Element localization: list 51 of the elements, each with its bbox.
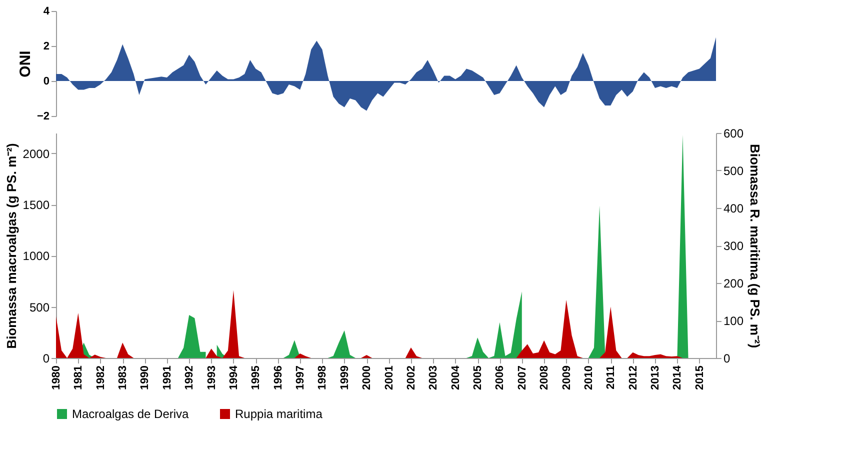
y2-tick-label: 400 xyxy=(724,202,744,216)
x-tick-label: 2015 xyxy=(694,366,706,390)
legend-label: Ruppia maritima xyxy=(235,407,323,421)
x-tick-label: 1980 xyxy=(50,366,62,390)
x-tick-label: 1991 xyxy=(161,366,174,390)
x-tick-label: 2005 xyxy=(472,366,484,390)
x-tick-label: 1998 xyxy=(316,366,329,390)
y2-tick-label: 500 xyxy=(724,164,744,178)
y-tick-label: 2 xyxy=(43,40,50,52)
y-tick-label: 0 xyxy=(43,76,50,88)
x-tick-label: 2009 xyxy=(560,366,573,390)
x-tick-label: 1983 xyxy=(117,366,130,390)
x-tick-label: 2014 xyxy=(672,364,684,390)
y-axis-title: Biomassa macroalgas (g PS. m⁻²) xyxy=(4,143,19,349)
x-tick-label: 2000 xyxy=(361,366,374,390)
y2-tick-label: 200 xyxy=(724,276,744,290)
x-tick-label: 1981 xyxy=(72,366,85,390)
x-tick-label: 2013 xyxy=(649,366,662,390)
y-tick-label: 500 xyxy=(29,300,50,314)
x-tick-label: 2011 xyxy=(605,366,618,390)
x-tick-label: 2012 xyxy=(627,366,640,390)
legend-label: Macroalgas de Deriva xyxy=(72,407,190,421)
x-tick-label: 1996 xyxy=(272,366,284,390)
x-tick-label: 2002 xyxy=(405,366,418,390)
x-tick-label: 2001 xyxy=(383,366,396,390)
y-axis-title: ONI xyxy=(16,50,34,78)
x-tick-label: 1997 xyxy=(294,366,307,390)
x-tick-label: 2008 xyxy=(538,366,551,390)
x-tick-label: 2007 xyxy=(516,366,528,390)
y-tick-label: 0 xyxy=(42,352,50,366)
x-tick-label: 2006 xyxy=(494,366,506,390)
x-tick-label: 1993 xyxy=(206,366,218,390)
y-tick-label: 1000 xyxy=(22,249,50,264)
y-tick-label: 1500 xyxy=(22,198,50,212)
x-tick-label: 1994 xyxy=(228,364,240,390)
y2-tick-label: 100 xyxy=(724,314,744,328)
y-tick-label: 2000 xyxy=(22,146,50,161)
y2-axis-title: Biomassa R. maritima (g PS. m⁻²) xyxy=(748,144,763,348)
x-tick-label: 1999 xyxy=(338,366,351,390)
y2-tick-label: 0 xyxy=(724,352,730,366)
y-tick-label: −2 xyxy=(36,110,50,122)
x-tick-label: 1982 xyxy=(94,366,107,390)
y2-tick-label: 600 xyxy=(724,126,744,140)
x-tick-label: 2004 xyxy=(450,364,462,390)
x-tick-label: 1990 xyxy=(139,366,152,390)
x-tick-label: 2003 xyxy=(428,366,440,390)
x-tick-label: 1995 xyxy=(250,366,262,390)
y-tick-label: 4 xyxy=(43,6,50,18)
x-tick-label: 2010 xyxy=(582,366,595,390)
x-tick-label: 1992 xyxy=(184,366,196,390)
y2-tick-label: 300 xyxy=(724,239,744,253)
